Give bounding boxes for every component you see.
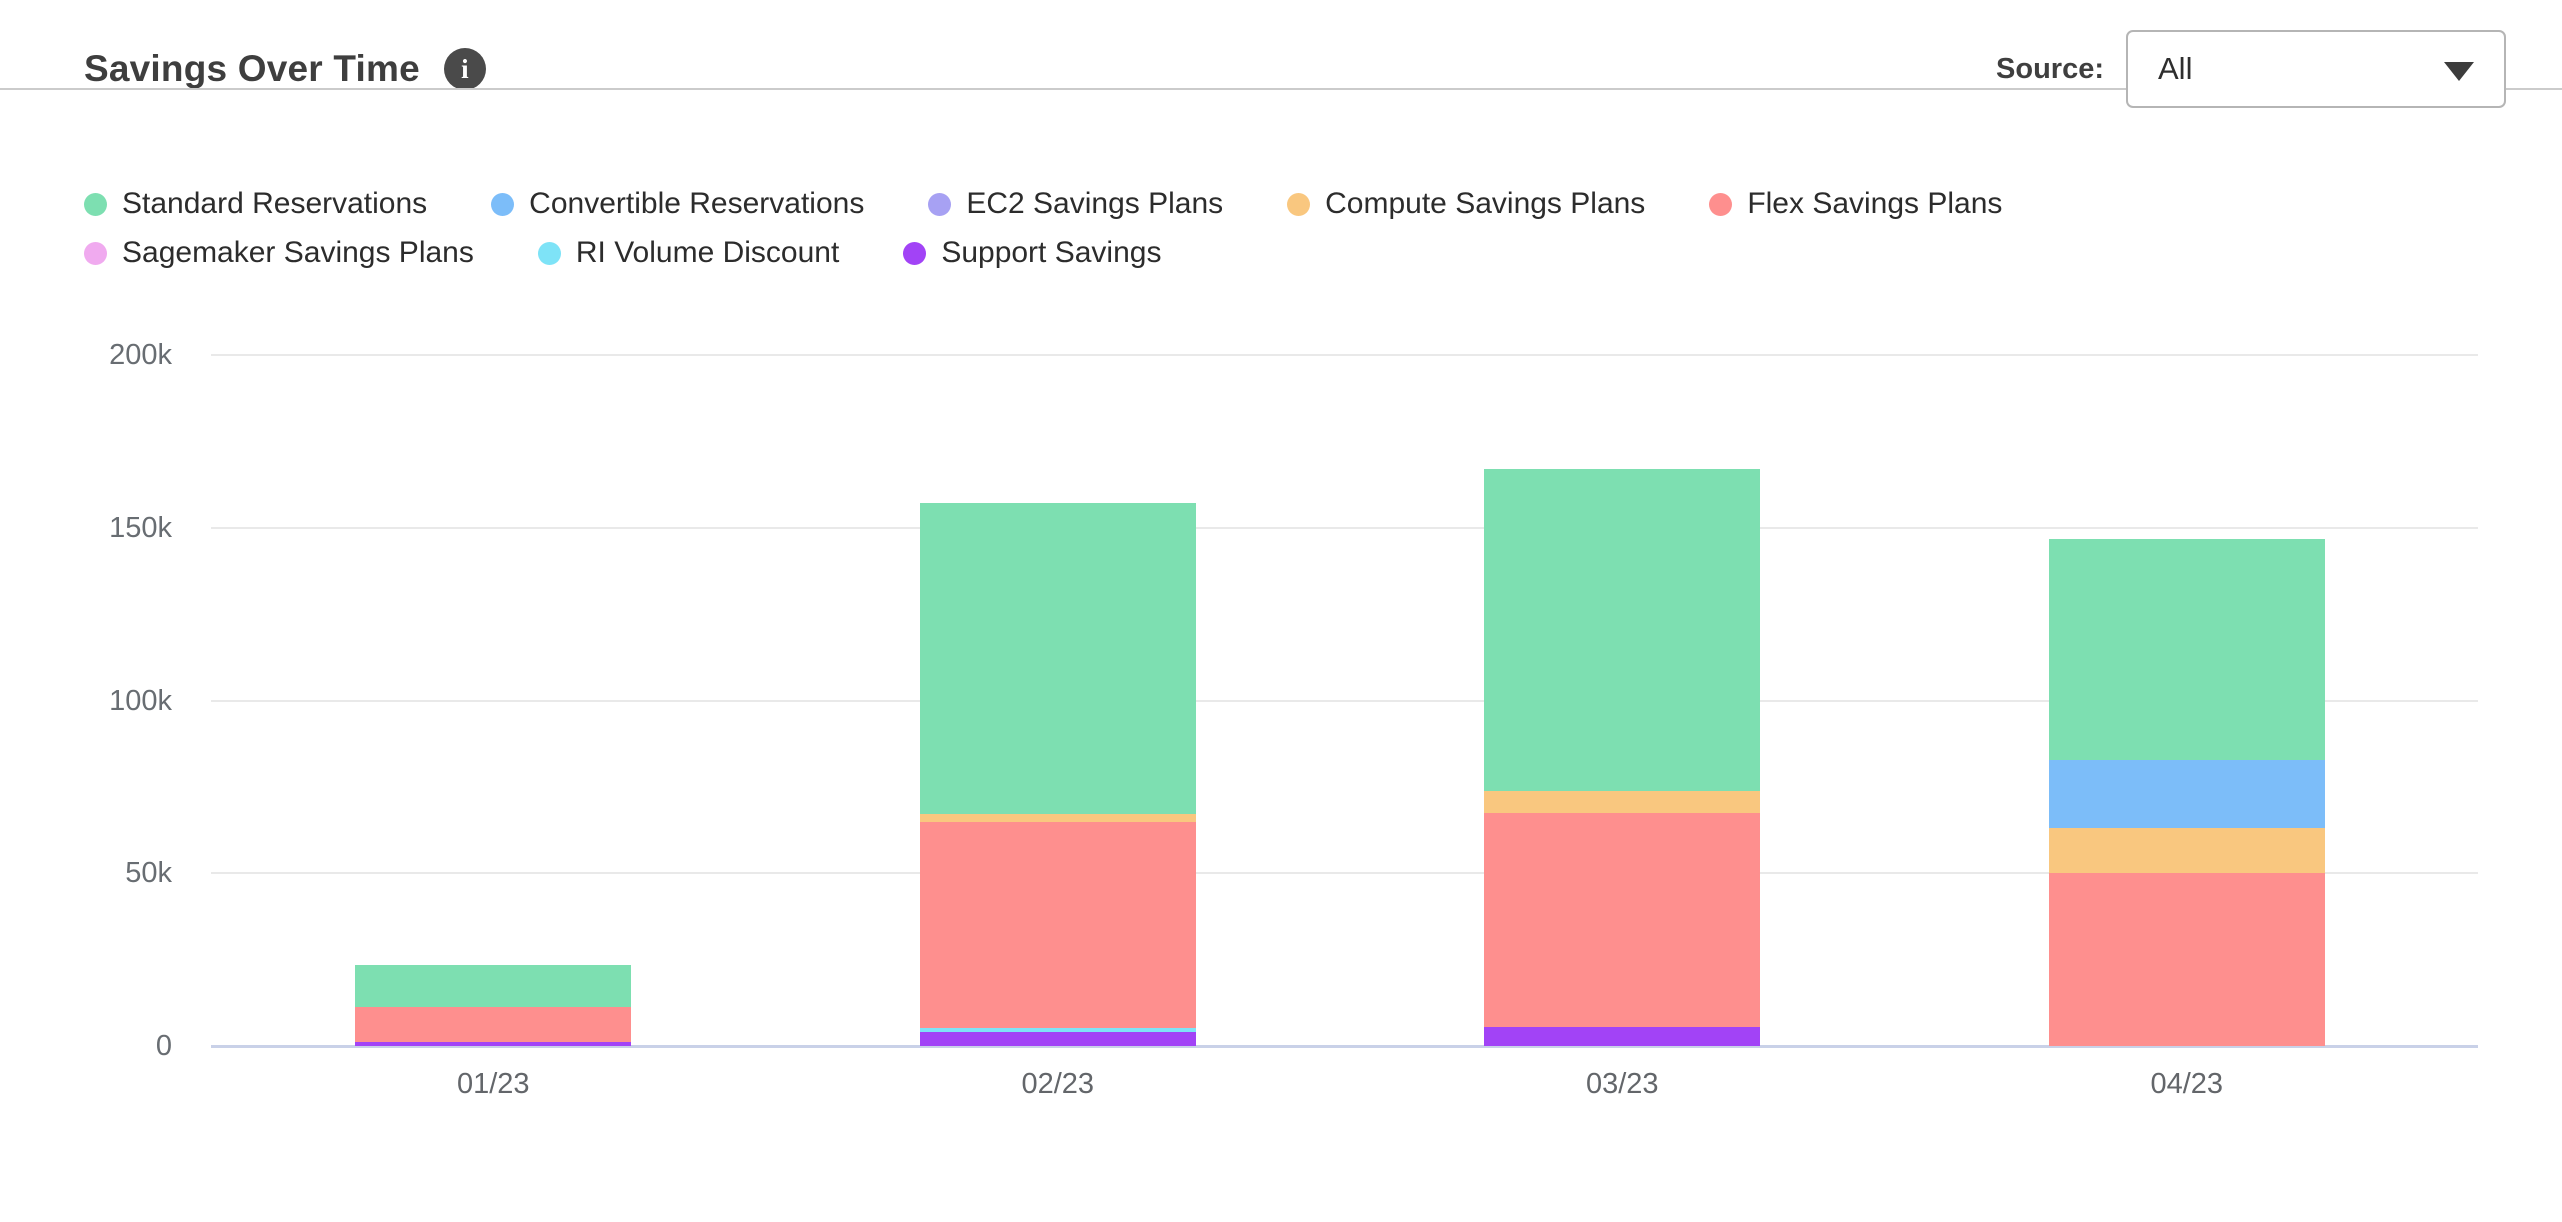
bar-04-23[interactable]: [2048, 539, 2325, 1046]
legend-label: RI Volume Discount: [575, 236, 840, 269]
bar-segment-01-23-support-savings[interactable]: [355, 1041, 632, 1046]
legend-label: Sagemaker Savings Plans: [122, 236, 474, 269]
legend-row-2: Sagemaker Savings Plans RI Volume Discoun…: [84, 235, 2002, 271]
legend-item-support-savings[interactable]: Support Savings: [903, 235, 1161, 271]
bar-segment-04-23-standard-reservations[interactable]: [2048, 539, 2325, 761]
legend-swatch-icon: [491, 192, 515, 216]
legend-item-ec2-savings-plans[interactable]: EC2 Savings Plans: [928, 186, 1223, 222]
legend-item-standard-reservations[interactable]: Standard Reservations: [84, 186, 427, 222]
source-label: Source:: [1996, 52, 2104, 85]
x-axis-line: [211, 1045, 2478, 1048]
legend-swatch-icon: [537, 241, 561, 265]
bar-segment-04-23-flex-savings-plans[interactable]: [2048, 873, 2325, 1046]
legend-label: Support Savings: [941, 236, 1162, 269]
legend-swatch-icon: [903, 241, 927, 265]
chevron-down-icon: [2444, 62, 2474, 81]
bar-segment-02-23-ri-volume-discount[interactable]: [919, 1028, 1196, 1033]
legend-item-convertible-reservations[interactable]: Convertible Reservations: [491, 186, 864, 222]
x-tick-label-03-23: 03/23: [1585, 1068, 1659, 1100]
bar-segment-02-23-support-savings[interactable]: [919, 1032, 1196, 1046]
y-tick-label-150k: 150k: [109, 511, 172, 544]
bar-01-23[interactable]: [355, 965, 632, 1046]
legend-swatch-icon: [84, 192, 107, 216]
bar-02-23[interactable]: [919, 502, 1196, 1046]
gridline-50k: [211, 872, 2478, 875]
page-title: Savings Over Time: [84, 48, 420, 89]
legend-item-sagemaker-savings-plans[interactable]: Sagemaker Savings Plans: [84, 235, 474, 271]
legend-swatch-icon: [1287, 192, 1311, 216]
header: Savings Over Time i: [84, 48, 486, 90]
y-tick-label-0: 0: [155, 1030, 172, 1062]
source-control: Source: All: [1996, 30, 2506, 108]
bar-segment-03-23-compute-savings-plans[interactable]: [1484, 790, 1761, 813]
bar-segment-02-23-compute-savings-plans[interactable]: [919, 813, 1196, 823]
legend-item-ri-volume-discount[interactable]: RI Volume Discount: [537, 235, 840, 271]
gridline-100k: [211, 699, 2478, 702]
source-dropdown-value: All: [2158, 51, 2193, 86]
legend-label: Convertible Reservations: [529, 187, 865, 220]
bar-segment-01-23-flex-savings-plans[interactable]: [355, 1007, 632, 1042]
legend-label: Compute Savings Plans: [1325, 187, 1646, 220]
legend-swatch-icon: [928, 192, 952, 216]
bar-segment-03-23-support-savings[interactable]: [1484, 1027, 1761, 1046]
bar-segment-02-23-flex-savings-plans[interactable]: [919, 822, 1196, 1029]
bar-segment-04-23-compute-savings-plans[interactable]: [2048, 828, 2325, 874]
y-tick-label-50k: 50k: [125, 857, 172, 890]
y-tick-label-200k: 200k: [109, 339, 172, 371]
y-tick-label-100k: 100k: [109, 684, 172, 717]
legend-label: EC2 Savings Plans: [966, 187, 1224, 220]
gridline-200k: [211, 354, 2478, 356]
bar-segment-02-23-standard-reservations[interactable]: [919, 502, 1196, 814]
legend-label: Standard Reservations: [122, 187, 428, 220]
bar-segment-03-23-flex-savings-plans[interactable]: [1484, 812, 1761, 1027]
gridline-150k: [211, 526, 2478, 529]
legend-item-compute-savings-plans[interactable]: Compute Savings Plans: [1287, 186, 1645, 222]
legend: Standard Reservations Convertible Reserva…: [84, 186, 2002, 271]
bar-segment-01-23-standard-reservations[interactable]: [355, 965, 632, 1008]
bar-segment-04-23-convertible-reservations[interactable]: [2048, 760, 2325, 829]
legend-swatch-icon: [1709, 192, 1733, 216]
bar-03-23[interactable]: [1484, 469, 1761, 1046]
legend-item-flex-savings-plans[interactable]: Flex Savings Plans: [1709, 186, 2002, 222]
legend-swatch-icon: [84, 241, 107, 265]
info-icon[interactable]: i: [443, 48, 486, 90]
bar-segment-03-23-standard-reservations[interactable]: [1484, 469, 1761, 791]
source-dropdown[interactable]: All: [2126, 30, 2506, 108]
header-divider: [0, 88, 2562, 90]
legend-row-1: Standard Reservations Convertible Reserva…: [84, 186, 2002, 222]
x-tick-label-04-23: 04/23: [2150, 1068, 2224, 1100]
x-tick-label-02-23: 02/23: [1021, 1068, 1095, 1100]
x-tick-label-01-23: 01/23: [456, 1068, 530, 1100]
legend-label: Flex Savings Plans: [1747, 187, 2003, 220]
